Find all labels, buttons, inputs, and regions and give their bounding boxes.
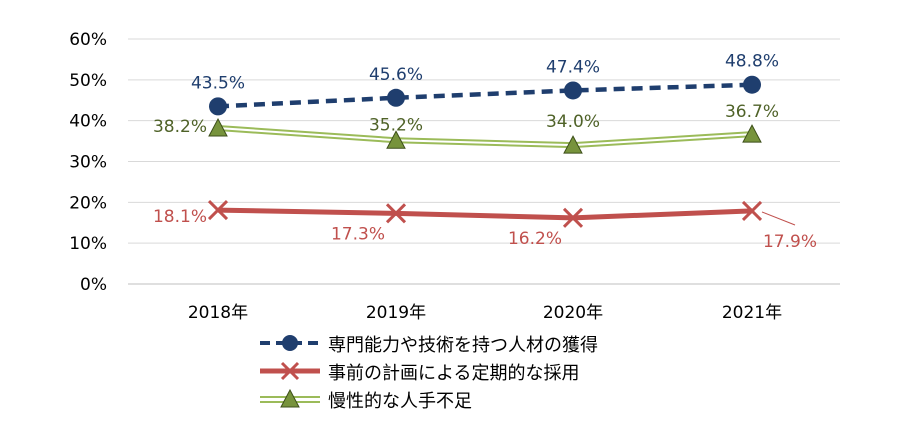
marker-stroke — [385, 203, 407, 224]
data-point — [209, 97, 227, 116]
marker-stroke — [562, 207, 584, 228]
legend-symbol-double-triangle — [260, 388, 320, 408]
data-label: 43.5% — [191, 73, 245, 93]
y-tick-label: 0% — [80, 275, 107, 295]
legend-label: 専門能力や技術を持つ人材の獲得 — [328, 335, 598, 356]
y-tick-label: 30% — [69, 153, 107, 173]
y-tick-label: 20% — [69, 193, 107, 213]
legend-label: 事前の計画による定期的な採用 — [328, 363, 580, 384]
label-leader-line — [761, 211, 796, 226]
data-point — [562, 207, 584, 228]
y-tick-label: 50% — [69, 71, 107, 91]
x-tick-label: 2020年 — [543, 303, 603, 323]
data-label: 35.2% — [369, 115, 423, 135]
legend-item-skilled-talent: 専門能力や技術を持つ人材の獲得 — [258, 330, 758, 358]
data-point — [207, 200, 229, 221]
gridlines — [128, 38, 840, 285]
legend-item-planned-hiring: 事前の計画による定期的な採用 — [258, 358, 758, 386]
data-point — [385, 203, 407, 224]
series-layer — [207, 75, 763, 228]
legend-item-labor-shortage: 慢性的な人手不足 — [258, 386, 758, 414]
data-point — [564, 81, 582, 100]
data-point — [743, 75, 761, 94]
series-line-inner — [217, 127, 753, 147]
x-tick-label: 2019年 — [366, 303, 426, 323]
legend-symbol-solid-x — [260, 361, 320, 381]
series-line-planned-hiring — [217, 207, 753, 221]
legend-label: 慢性的な人手不足 — [328, 391, 472, 412]
data-label: 36.7% — [725, 102, 779, 122]
marker-stroke — [207, 200, 229, 221]
y-axis-ticks: 0% 10% 20% 30% 40% 50% 60% — [69, 30, 107, 295]
data-label: 45.6% — [369, 65, 423, 85]
legend-symbol-dashed-circle — [260, 335, 320, 351]
marker-stroke — [741, 200, 763, 221]
data-point — [741, 200, 763, 221]
x-tick-label: 2018年 — [188, 303, 248, 323]
data-label: 18.1% — [153, 207, 207, 227]
y-tick-label: 10% — [69, 234, 107, 254]
data-label: 34.0% — [546, 112, 600, 132]
legend: 専門能力や技術を持つ人材の獲得 事前の計画による定期的な採用 慢性的な人手不足 — [258, 330, 758, 414]
data-label: 16.2% — [508, 229, 562, 249]
data-labels-layer: 43.5% 45.6% 47.4% 48.8% 18.1% 17.3% 16.2% 17.9%… — [153, 52, 817, 252]
data-point — [742, 124, 762, 143]
y-tick-label: 60% — [69, 30, 107, 50]
data-point — [563, 135, 583, 154]
data-point — [208, 117, 228, 137]
series-line-skilled-talent — [217, 82, 753, 109]
data-label: 17.9% — [763, 232, 817, 252]
data-point — [387, 88, 405, 107]
data-label: 48.8% — [725, 52, 779, 72]
x-tick-label: 2021年 — [722, 303, 782, 323]
x-axis-ticks: 2018年 2019年 2020年 2021年 — [188, 303, 782, 323]
data-label: 38.2% — [153, 117, 207, 137]
y-tick-label: 40% — [69, 112, 107, 132]
data-point — [386, 130, 406, 149]
data-label: 17.3% — [331, 224, 385, 244]
line-chart: 0% 10% 20% 30% 40% 50% 60% 2018年 2019年 2020年 2021… — [69, 30, 840, 323]
data-label: 47.4% — [546, 57, 600, 77]
